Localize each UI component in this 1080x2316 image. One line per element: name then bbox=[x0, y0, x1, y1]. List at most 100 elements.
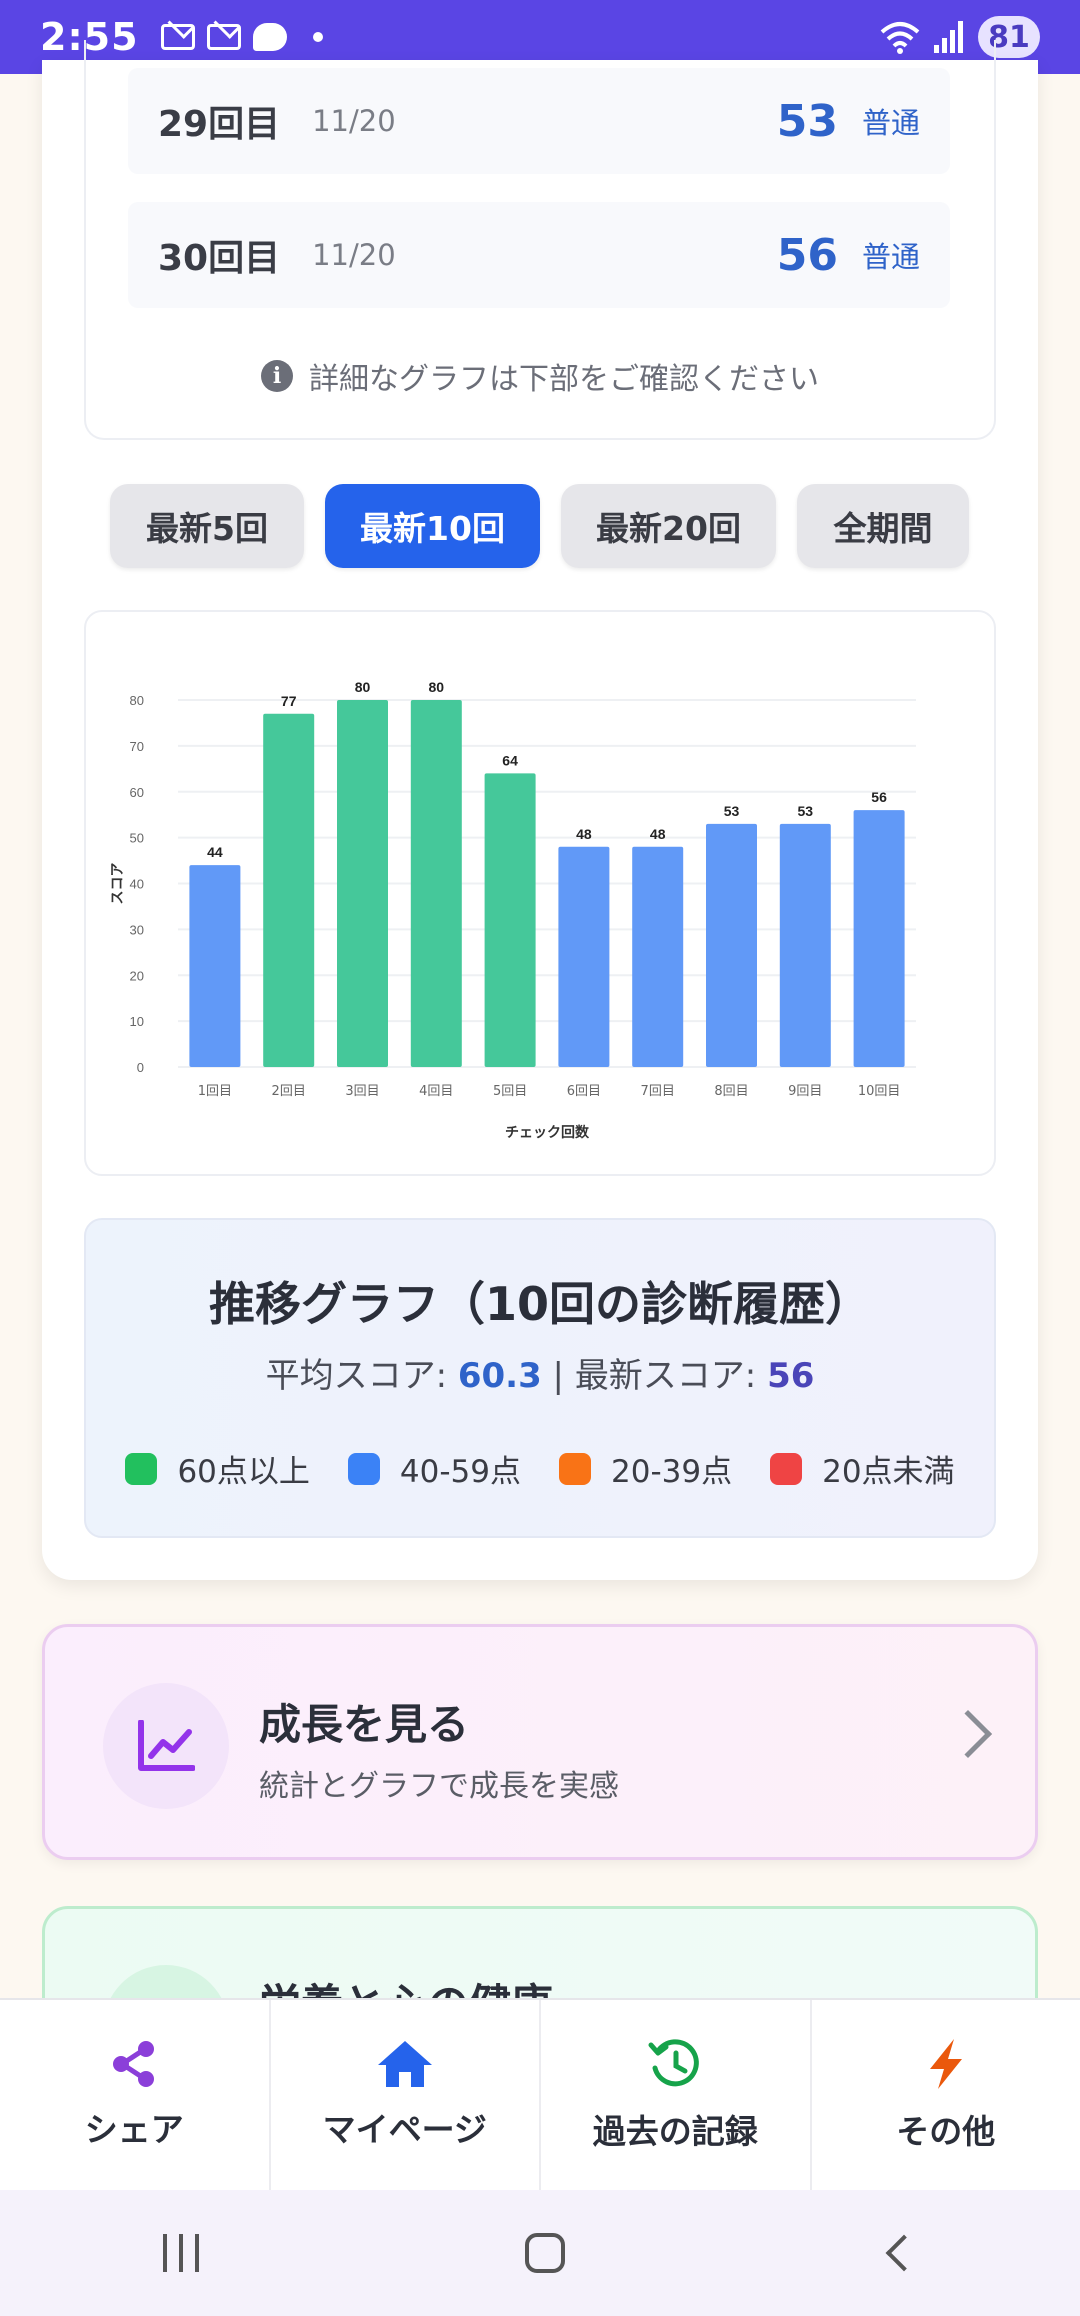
growth-icon-badge bbox=[103, 1683, 229, 1809]
filter-label: 最新10回 bbox=[360, 509, 505, 548]
x-tick-label: 10回目 bbox=[858, 1084, 901, 1099]
attempt-date: 11/20 bbox=[312, 104, 396, 138]
growth-subtitle: 統計とグラフで成長を実感 bbox=[259, 1769, 619, 1804]
chart-bar bbox=[189, 865, 241, 1067]
history-list-box bbox=[84, 40, 996, 440]
info-icon: i bbox=[261, 360, 293, 392]
nav-share[interactable]: シェア bbox=[0, 2000, 271, 2190]
bar-value-label: 44 bbox=[207, 844, 223, 860]
chat-icon bbox=[252, 23, 287, 51]
nav-label: シェア bbox=[84, 2110, 184, 2149]
filter-label: 最新20回 bbox=[596, 509, 741, 548]
trend-summary-card: 推移グラフ（10回の診断履歴） 平均スコア: 60.3 | 最新スコア: 56 … bbox=[84, 1218, 996, 1538]
summary-title: 推移グラフ（10回の診断履歴） bbox=[208, 1277, 871, 1331]
history-row[interactable]: 29回目 11/20 53 普通 bbox=[128, 68, 950, 174]
nav-mypage[interactable]: マイページ bbox=[271, 2000, 541, 2190]
y-tick-label: 20 bbox=[130, 968, 144, 983]
x-tick-label: 1回目 bbox=[198, 1084, 232, 1099]
chart-bar bbox=[337, 700, 388, 1067]
filter-latest-10-button[interactable]: 最新10回 bbox=[325, 484, 540, 568]
bolt-icon bbox=[929, 2039, 962, 2089]
attempt-score: 53 bbox=[776, 95, 838, 147]
attempt-number: 29回目 bbox=[158, 104, 281, 145]
notification-icons bbox=[160, 23, 323, 51]
chart-bar bbox=[706, 823, 757, 1067]
nav-label: 過去の記録 bbox=[592, 2112, 758, 2151]
x-tick-label: 5回目 bbox=[493, 1084, 527, 1099]
x-tick-label: 4回目 bbox=[419, 1084, 453, 1099]
filter-latest-5-button[interactable]: 最新5回 bbox=[110, 484, 304, 568]
legend-item: 40-59点 bbox=[347, 1446, 521, 1491]
signal-icon bbox=[934, 21, 963, 53]
chart-bar bbox=[632, 846, 684, 1067]
x-tick-label: 6回目 bbox=[567, 1084, 601, 1099]
attempt-level: 普通 bbox=[861, 240, 920, 274]
attempt-score: 56 bbox=[776, 229, 838, 281]
nav-label: その他 bbox=[896, 2112, 996, 2151]
system-navigation-bar bbox=[0, 2190, 1080, 2316]
x-tick-label: 9回目 bbox=[788, 1084, 822, 1099]
nav-other[interactable]: その他 bbox=[812, 2000, 1080, 2190]
recent-apps-button[interactable] bbox=[163, 2234, 199, 2272]
latest-score-label: 最新スコア: bbox=[574, 1356, 768, 1396]
home-icon bbox=[377, 2041, 432, 2087]
chart-bar bbox=[558, 846, 610, 1067]
x-axis-label: チェック回数 bbox=[505, 1124, 590, 1141]
x-tick-label: 7回目 bbox=[641, 1084, 675, 1099]
filter-all-period-button[interactable]: 全期間 bbox=[797, 484, 969, 568]
bar-value-label: 48 bbox=[576, 826, 592, 842]
y-tick-label: 0 bbox=[137, 1060, 144, 1075]
score-chart-card: 0 10 20 30 40 50 60 70 80 スコア 44 1回目 77 2回目 80 3回目 80 4回目… bbox=[84, 610, 996, 1176]
legend-swatch bbox=[347, 1452, 380, 1485]
filter-latest-20-button[interactable]: 最新20回 bbox=[561, 484, 776, 568]
history-icon bbox=[648, 2039, 700, 2087]
x-tick-label: 2回目 bbox=[272, 1084, 306, 1099]
history-row[interactable]: 30回目 11/20 56 普通 bbox=[128, 202, 950, 308]
more-notifications-icon bbox=[312, 32, 323, 42]
average-score-value: 60.3 bbox=[457, 1356, 542, 1396]
legend-label: 20-39点 bbox=[611, 1454, 733, 1490]
chevron-right-icon bbox=[943, 1709, 993, 1759]
nav-history[interactable]: 過去の記録 bbox=[541, 2000, 812, 2190]
bottom-navigation: シェア マイページ 過去の記録 その他 bbox=[0, 1998, 1080, 2190]
attempt-date: 11/20 bbox=[312, 238, 396, 272]
legend-swatch bbox=[125, 1452, 158, 1485]
legend-swatch bbox=[770, 1452, 803, 1485]
bar-value-label: 48 bbox=[650, 826, 666, 842]
bar-value-label: 64 bbox=[502, 752, 518, 768]
x-tick-label: 3回目 bbox=[345, 1084, 379, 1099]
summary-scores: 平均スコア: 60.3 | 最新スコア: 56 bbox=[86, 1348, 994, 1397]
average-score-label: 平均スコア: bbox=[265, 1356, 458, 1396]
legend-label: 40-59点 bbox=[399, 1454, 521, 1490]
y-tick-label: 40 bbox=[130, 877, 144, 892]
attempt-level: 普通 bbox=[861, 106, 920, 140]
home-button[interactable] bbox=[525, 2233, 565, 2273]
bar-value-label: 53 bbox=[798, 803, 814, 819]
bar-value-label: 80 bbox=[429, 679, 445, 695]
bar-value-label: 77 bbox=[281, 693, 297, 709]
bar-value-label: 80 bbox=[355, 679, 371, 695]
y-tick-label: 50 bbox=[130, 831, 144, 846]
y-tick-label: 80 bbox=[130, 693, 144, 708]
y-tick-label: 60 bbox=[130, 785, 144, 800]
legend-swatch bbox=[559, 1452, 591, 1485]
bar-value-label: 53 bbox=[724, 803, 740, 819]
wifi-icon bbox=[880, 22, 920, 54]
chart-bar bbox=[779, 823, 831, 1067]
chart-bar bbox=[263, 713, 315, 1067]
y-axis-label: スコア bbox=[110, 863, 126, 905]
chart-bar bbox=[484, 773, 536, 1067]
growth-title: 成長を見る bbox=[259, 1700, 470, 1749]
legend-item: 60点以上 bbox=[125, 1446, 310, 1491]
legend-item: 20-39点 bbox=[559, 1446, 732, 1491]
graph-note: i 詳細なグラフは下部をご確認ください bbox=[0, 354, 1080, 398]
x-tick-label: 8回目 bbox=[714, 1084, 748, 1099]
latest-score-value: 56 bbox=[767, 1356, 815, 1396]
y-tick-label: 10 bbox=[130, 1014, 144, 1029]
share-icon bbox=[113, 2041, 155, 2087]
chart-line-icon bbox=[138, 1720, 195, 1771]
growth-card[interactable]: 成長を見る 統計とグラフで成長を実感 bbox=[42, 1624, 1038, 1860]
score-legend: 60点以上 40-59点 20-39点 20点未満 bbox=[86, 1446, 994, 1491]
back-button[interactable] bbox=[885, 2234, 923, 2272]
bar-value-label: 56 bbox=[871, 789, 887, 805]
